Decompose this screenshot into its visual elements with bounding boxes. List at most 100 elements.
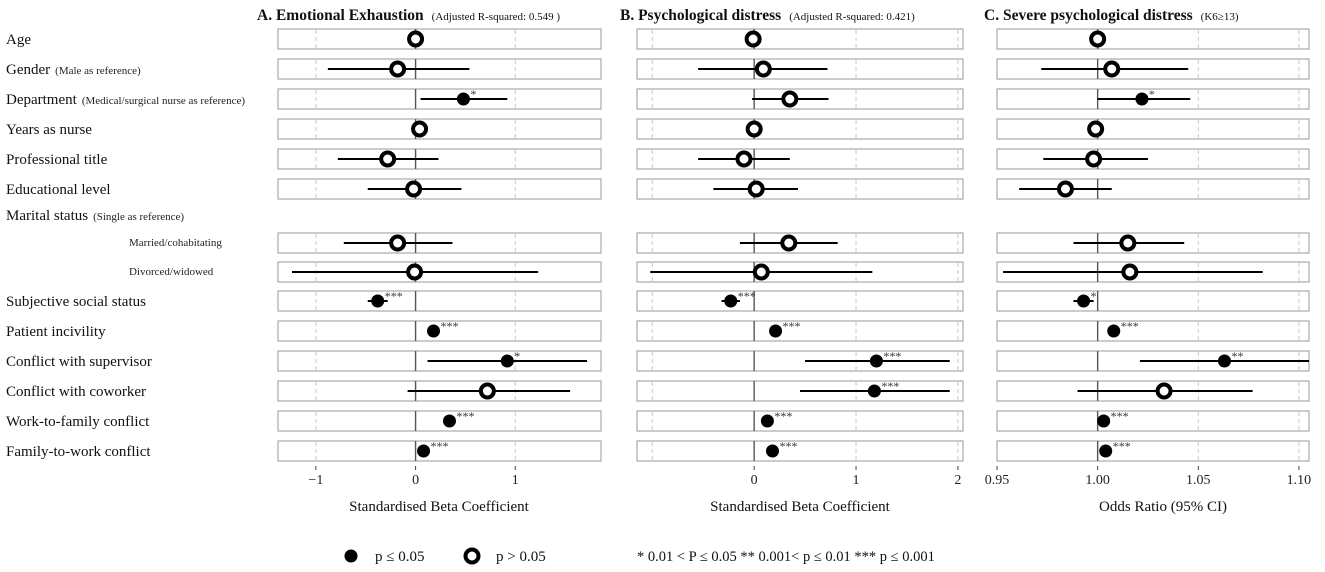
row-labels: Age Gender (Male as reference) Department (M… (6, 32, 245, 460)
panel-c-point-fwc (1099, 444, 1113, 458)
panel-b-point-wfc (760, 414, 774, 428)
panel-b-point-coworker (867, 384, 881, 398)
legend-nonsignificant-marker (463, 547, 481, 565)
panel-a-point-education (405, 180, 423, 198)
panel-severe-psychological-distress: C. Severe psychological distress (K6≥13)… (984, 7, 1311, 515)
panel-a-point-years (411, 120, 429, 138)
panel-b-track-education (636, 178, 964, 200)
panel-c-track-sss (996, 290, 1310, 312)
row-label-fwc: Family-to-work conflict (6, 444, 151, 460)
panel-a-tick-label: 0 (412, 473, 419, 488)
row-label-department: Department (Medical/surgical nurse as ref… (6, 92, 245, 108)
panel-c-stars-supervisor: ** (1231, 349, 1243, 363)
panel-c-title: C. Severe psychological distress (K6≥13) (984, 7, 1239, 24)
panel-c-point-supervisor (1217, 354, 1231, 368)
panel-a-point-age (407, 30, 425, 48)
panel-b-stars-coworker: *** (881, 379, 899, 393)
panel-c-tick-label: 0.95 (985, 473, 1010, 488)
panel-a-tick-label: 1 (512, 473, 519, 488)
panel-a-tick-label: −1 (308, 473, 323, 488)
panel-b-stars-patient: *** (783, 319, 801, 333)
legend-significant-marker (344, 549, 358, 563)
panel-a-title: A. Emotional Exhaustion (Adjusted R-squa… (257, 7, 560, 24)
row-label-wfc: Work-to-family conflict (6, 414, 150, 430)
row-label-coworker: Conflict with coworker (6, 384, 146, 400)
panel-c-track-education (996, 178, 1310, 200)
panel-a-point-wfc (442, 414, 456, 428)
panel-a-stars-sss: *** (385, 289, 403, 303)
panel-b-stars-wfc: *** (774, 409, 792, 423)
panel-a-point-coworker (478, 382, 496, 400)
panel-b-point-years (745, 120, 763, 138)
panel-c-stars-wfc: *** (1111, 409, 1129, 423)
row-label-marital: Marital status (Single as reference) (6, 208, 184, 224)
panel-a-track-sss (277, 290, 602, 312)
panel-a-track-title (277, 148, 602, 170)
panel-c-track-title (996, 148, 1310, 170)
panel-c-point-department (1135, 92, 1149, 106)
row-label-sss: Subjective social status (6, 294, 146, 310)
legend-nonsignificant-label: p > 0.05 (496, 549, 546, 565)
row-label-supervisor: Conflict with supervisor (6, 354, 152, 370)
panel-a-stars-fwc: *** (431, 439, 449, 453)
panel-c-x-axis-label: Odds Ratio (95% CI) (1099, 499, 1227, 515)
panel-c-point-education (1056, 180, 1074, 198)
panel-a-track-wfc (277, 410, 602, 432)
panel-c-point-sss (1077, 294, 1091, 308)
panel-c-point-years (1087, 120, 1105, 138)
panel-b-point-patient (769, 324, 783, 338)
panel-c-track-age (996, 28, 1310, 50)
panel-b-x-axis-label: Standardised Beta Coefficient (710, 499, 891, 515)
panel-a-point-gender (389, 60, 407, 78)
panel-c-point-divorced (1121, 263, 1139, 281)
panel-b-point-supervisor (869, 354, 883, 368)
panel-c-point-gender (1103, 60, 1121, 78)
panel-b-tick-label: 0 (751, 473, 758, 488)
panel-b-point-fwc (765, 444, 779, 458)
row-label-gender: Gender (Male as reference) (6, 62, 141, 78)
row-label-title: Professional title (6, 152, 108, 168)
panel-a-x-axis-label: Standardised Beta Coefficient (349, 499, 530, 515)
panel-b-track-years (636, 118, 964, 140)
panel-a-stars-department: * (470, 87, 476, 101)
panel-a-track-fwc (277, 440, 602, 462)
panel-c-point-wfc (1097, 414, 1111, 428)
panel-b-stars-sss: *** (738, 289, 756, 303)
panel-b-stars-fwc: *** (779, 439, 797, 453)
panel-b-point-sss (724, 294, 738, 308)
panel-a-point-supervisor (500, 354, 514, 368)
panel-psychological-distress: B. Psychological distress (Adjusted R-sq… (620, 7, 964, 515)
panel-c-tick-label: 1.05 (1186, 473, 1211, 488)
legend-significant-label: p ≤ 0.05 (375, 549, 424, 565)
row-label-years: Years as nurse (6, 122, 92, 138)
panel-b-track-title (636, 148, 964, 170)
row-label-education: Educational level (6, 182, 111, 198)
panel-b-point-title (735, 150, 753, 168)
panel-a-stars-patient: *** (441, 319, 459, 333)
panel-c-tick-label: 1.10 (1287, 473, 1312, 488)
panel-c-point-coworker (1155, 382, 1173, 400)
panel-c-track-wfc (996, 410, 1310, 432)
panel-b-title: B. Psychological distress (Adjusted R-sq… (620, 7, 915, 24)
legend: p ≤ 0.05 p > 0.05 (344, 547, 546, 565)
panel-b-point-department (781, 90, 799, 108)
panel-b-track-wfc (636, 410, 964, 432)
significance-footnote: * 0.01 < P ≤ 0.05 ** 0.001< p ≤ 0.01 ***… (637, 549, 935, 565)
panel-c-track-patient (996, 320, 1310, 342)
row-label-married: Married/cohabitating (129, 237, 222, 249)
panel-b-point-married (780, 234, 798, 252)
panel-b-track-sss (636, 290, 964, 312)
panel-b-tick-label: 2 (954, 473, 961, 488)
panel-b-track-age (636, 28, 964, 50)
panel-c-track-fwc (996, 440, 1310, 462)
row-label-patient: Patient incivility (6, 324, 106, 340)
panel-c-stars-department: * (1149, 87, 1155, 101)
panel-c-stars-fwc: *** (1113, 439, 1131, 453)
panel-a-stars-wfc: *** (456, 409, 474, 423)
panel-c-point-patient (1107, 324, 1121, 338)
panel-b-point-divorced (752, 263, 770, 281)
panel-b-track-supervisor (636, 350, 964, 372)
panel-a-point-title (379, 150, 397, 168)
panel-b-track-patient (636, 320, 964, 342)
panel-c-track-years (996, 118, 1310, 140)
